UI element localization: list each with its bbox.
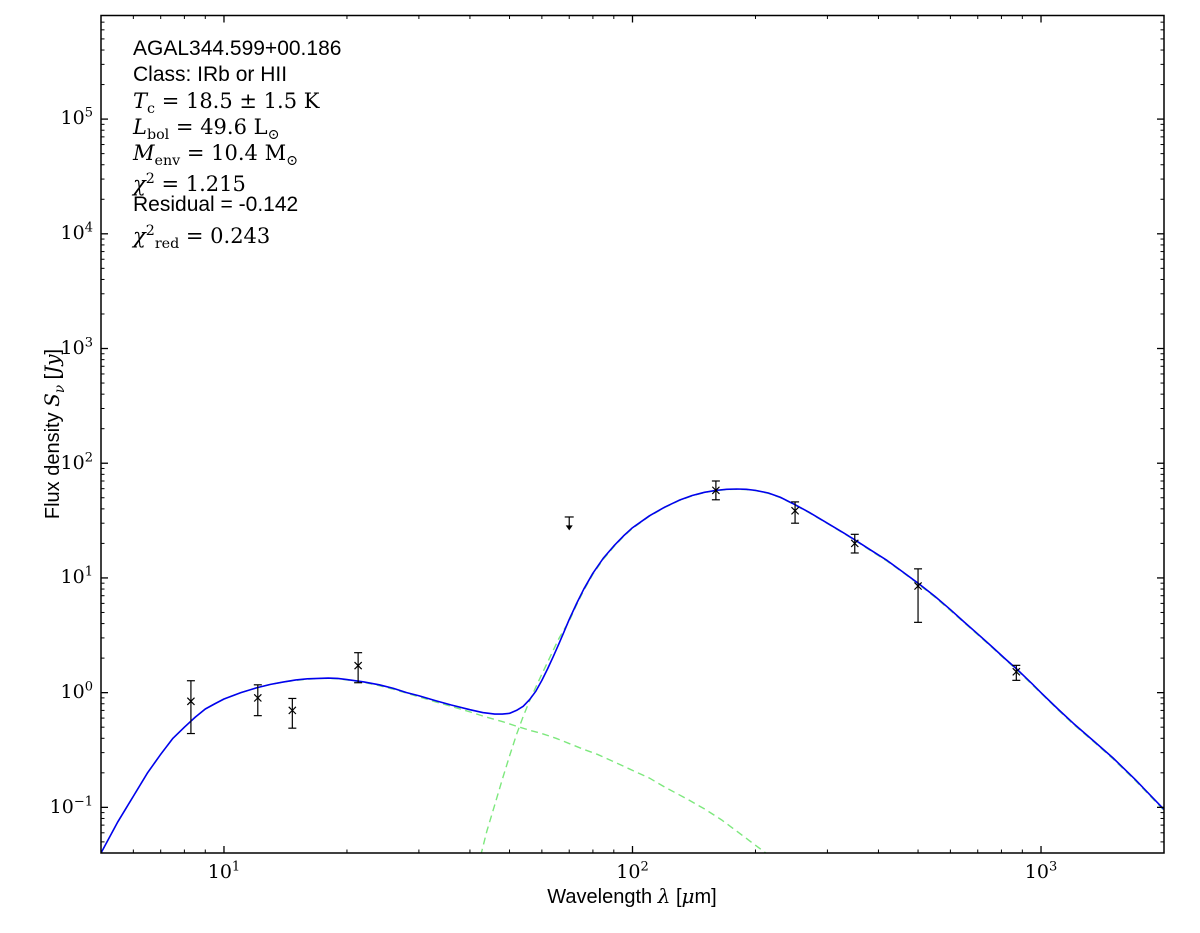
x-marker	[791, 506, 800, 515]
annotation-dust-temperature: Tc = 18.5 ± 1.5 K	[133, 89, 320, 118]
data-point-8.3um	[186, 680, 195, 735]
cold-component-curve	[480, 488, 1164, 853]
x-tick-label-10e3: 103	[1024, 860, 1058, 884]
axis-ticks	[100, 15, 1165, 854]
y-tick-label-10e-1: 10−1	[49, 794, 93, 818]
data-point-14.7um	[288, 697, 297, 729]
data-point-500um	[914, 568, 923, 623]
y-tick-label-10e4: 104	[60, 220, 93, 245]
data-point-70um	[564, 516, 574, 531]
annotation-envelope-mass: Menv = 10.4 M⊙	[133, 141, 299, 170]
y-axis-label: Flux density Sν [Jy]	[40, 348, 68, 520]
y-tick-label-10e0: 100	[60, 679, 93, 703]
y-tick-label-10e3: 103	[60, 335, 93, 359]
warm-component-curve	[101, 677, 767, 853]
data-point-250um	[791, 501, 800, 524]
x-marker	[711, 486, 720, 495]
annotation-chi-squared: χ2 = 1.215	[133, 171, 246, 196]
data-point-350um	[850, 533, 859, 554]
y-tick-label-10e1: 101	[60, 564, 93, 589]
x-marker	[253, 693, 262, 702]
y-tick-label-10e5: 105	[60, 106, 93, 130]
annotation-block: AGAL344.599+00.186 Class: IRb or HII Tc = …	[133, 36, 342, 253]
x-axis-label: Wavelength λ [μm]	[547, 884, 717, 908]
data-point-870um	[1012, 664, 1021, 681]
x-marker	[354, 661, 363, 670]
x-marker	[850, 539, 859, 548]
down-arrow-icon	[565, 525, 573, 531]
x-tick-label-10e1: 101	[207, 860, 241, 884]
curves-group	[101, 488, 1164, 853]
x-tick-label-10e2: 102	[616, 860, 649, 884]
annotation-source-name: AGAL344.599+00.186	[133, 37, 342, 60]
annotation-bolometric-luminosity: Lbol = 49.6 L⊙	[133, 115, 280, 144]
x-marker	[914, 582, 923, 591]
data-points-group	[186, 480, 1021, 735]
data-point-160um	[711, 480, 720, 501]
model-fit-curve	[101, 488, 1164, 853]
data-point-21.3um	[354, 652, 363, 684]
x-marker	[288, 706, 297, 715]
annotation-residual: Residual = -0.142	[133, 193, 299, 216]
annotation-source-class: Class: IRb or HII	[133, 63, 288, 86]
x-marker	[186, 697, 195, 706]
x-marker	[1012, 667, 1021, 676]
annotation-chi-squared-reduced: χ2red = 0.243	[133, 223, 271, 253]
data-point-12.1um	[253, 684, 262, 717]
y-tick-label-10e2: 102	[60, 450, 93, 474]
